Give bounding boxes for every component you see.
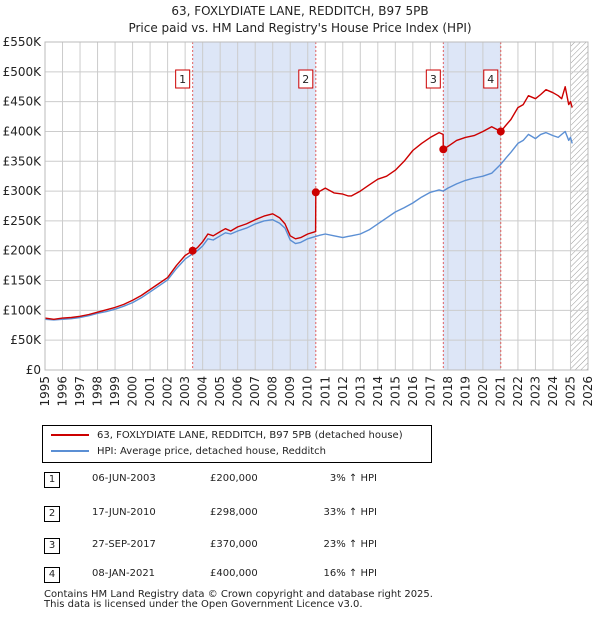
x-tick-label: 2015 (388, 376, 402, 407)
footer: Contains HM Land Registry data © Crown c… (44, 590, 433, 610)
legend-label-property: 63, FOXLYDIATE LANE, REDDITCH, B97 5PB (… (97, 430, 403, 441)
sale-marker-box (175, 69, 191, 89)
hpi-line (44, 130, 573, 321)
x-tick-label: 2010 (301, 376, 315, 407)
sale-row: 3 27-SEP-2017 £370,000 23% ↑ HPI (42, 538, 442, 556)
legend-swatch-property (51, 434, 89, 436)
x-tick-label: 2007 (248, 376, 262, 407)
legend-item-hpi: HPI: Average price, detached house, Redd… (51, 445, 326, 459)
sale-hpi-change: 3% ↑ HPI (329, 473, 377, 484)
shaded-period (192, 42, 316, 370)
sale-hpi-change: 23% ↑ HPI (323, 539, 377, 550)
y-tick-label: £0 (26, 363, 41, 377)
hatched-region (570, 42, 588, 370)
sale-date: 27-SEP-2017 (92, 539, 156, 550)
chart-title: 63, FOXLYDIATE LANE, REDDITCH, B97 5PB (171, 4, 429, 18)
price-chart: £0 £50K £100K £150K £200K £250K £300K £350K £400… (3, 35, 595, 407)
footer-copyright: Contains HM Land Registry data © Crown c… (44, 589, 433, 600)
plot-frame (44, 41, 589, 371)
sale-row: 4 08-JAN-2021 £400,000 16% ↑ HPI (42, 567, 442, 585)
sale-date: 17-JUN-2010 (92, 507, 156, 518)
y-tick-label: £450K (3, 95, 43, 109)
x-tick-label: 2021 (493, 376, 507, 407)
sale-price: £400,000 (210, 568, 258, 579)
x-tick-label: 2014 (371, 376, 385, 407)
y-tick-label: £500K (3, 65, 43, 79)
sale-point (311, 188, 320, 197)
sale-marker-label: 4 (487, 73, 494, 86)
sale-marker-label: 3 (430, 73, 437, 86)
x-tick-label: 1996 (56, 376, 70, 407)
x-tick-label: 2019 (458, 376, 472, 407)
x-tick-label: 2023 (528, 376, 542, 407)
sale-hpi-change: 33% ↑ HPI (323, 507, 377, 518)
y-tick-label: £150K (3, 274, 43, 288)
sale-row: 1 06-JUN-2003 £200,000 3% ↑ HPI (42, 472, 442, 490)
sale-hpi-change: 16% ↑ HPI (323, 568, 377, 579)
y-tick-label: £250K (3, 214, 43, 228)
sale-marker-label: 2 (302, 73, 309, 86)
x-tick-label: 2012 (336, 376, 350, 407)
x-tick-label: 2005 (213, 376, 227, 407)
chart-subtitle: Price paid vs. HM Land Registry's House … (128, 21, 472, 35)
y-tick-label: £200K (3, 244, 43, 258)
y-tick-label: £550K (3, 35, 43, 49)
sale-marker-label: 1 (179, 73, 186, 86)
x-tick-label: 2002 (161, 376, 175, 407)
sale-point (496, 127, 505, 136)
sale-number: 3 (44, 538, 60, 554)
x-tick-label: 2020 (476, 376, 490, 407)
sale-number: 1 (44, 472, 60, 488)
sale-marker-box (483, 69, 499, 89)
x-tick-label: 2016 (406, 376, 420, 407)
x-tick-label: 2006 (231, 376, 245, 407)
x-tick-label: 2003 (178, 376, 192, 407)
x-tick-label: 2026 (581, 376, 595, 407)
property-price-line (44, 85, 573, 320)
shaded-period (443, 42, 501, 370)
sale-price: £200,000 (210, 473, 258, 484)
sale-number: 2 (44, 506, 60, 522)
x-tick-label: 2001 (143, 376, 157, 407)
x-tick-label: 2011 (318, 376, 332, 407)
sale-marker-box (425, 69, 441, 89)
sale-price: £370,000 (210, 539, 258, 550)
x-tick-label: 2000 (126, 376, 140, 407)
y-tick-label: £300K (3, 184, 43, 198)
x-tick-label: 1999 (108, 376, 122, 407)
x-tick-label: 2017 (423, 376, 437, 407)
x-tick-label: 2025 (563, 376, 577, 407)
sale-date: 08-JAN-2021 (92, 568, 156, 579)
sale-price: £298,000 (210, 507, 258, 518)
x-tick-label: 1995 (38, 376, 52, 407)
y-tick-label: £350K (3, 154, 43, 168)
x-tick-label: 2009 (283, 376, 297, 407)
legend-label-hpi: HPI: Average price, detached house, Redd… (97, 446, 326, 457)
sale-point (439, 145, 448, 154)
x-tick-label: 1998 (91, 376, 105, 407)
x-tick-label: 2018 (441, 376, 455, 407)
sale-row: 2 17-JUN-2010 £298,000 33% ↑ HPI (42, 506, 442, 524)
legend-item-property: 63, FOXLYDIATE LANE, REDDITCH, B97 5PB (… (51, 429, 403, 443)
y-tick-label: £50K (10, 333, 42, 347)
x-tick-label: 2024 (546, 376, 560, 407)
sale-number: 4 (44, 567, 60, 583)
legend: 63, FOXLYDIATE LANE, REDDITCH, B97 5PB (… (42, 425, 432, 463)
y-tick-label: £400K (3, 124, 43, 138)
x-tick-label: 2004 (196, 376, 210, 407)
sale-point (188, 246, 197, 255)
footer-licence: This data is licensed under the Open Gov… (44, 599, 363, 610)
x-tick-label: 2008 (266, 376, 280, 407)
legend-swatch-hpi (51, 450, 89, 452)
x-tick-label: 1997 (73, 376, 87, 407)
y-tick-label: £100K (3, 303, 43, 317)
sale-marker-box (298, 69, 314, 89)
sale-date: 06-JUN-2003 (92, 473, 156, 484)
x-tick-label: 2022 (511, 376, 525, 407)
x-tick-label: 2013 (353, 376, 367, 407)
